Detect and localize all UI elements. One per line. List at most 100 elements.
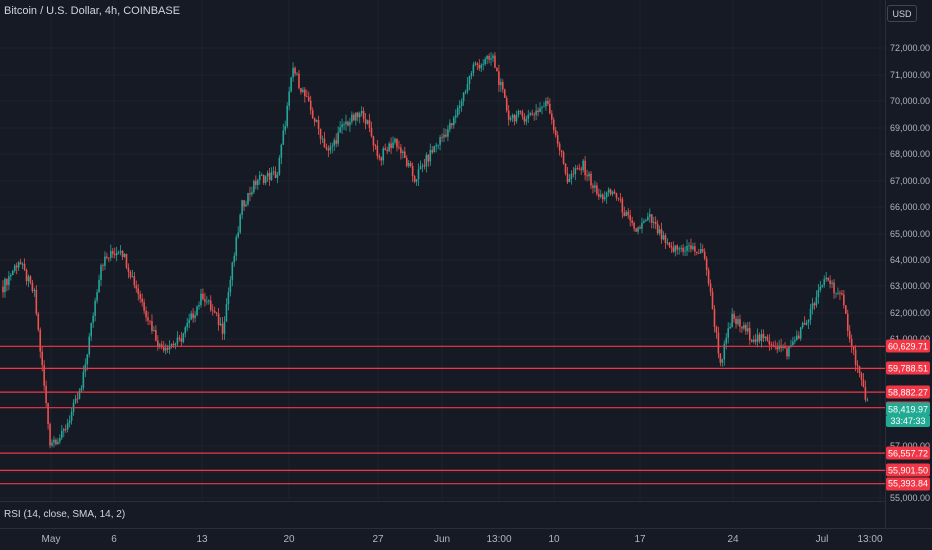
currency-selector[interactable]: USD [887, 5, 917, 22]
candle-body [439, 137, 441, 145]
candle-body [129, 271, 132, 277]
candle-body [568, 178, 571, 183]
candle-body [251, 192, 253, 195]
candle-body [799, 327, 802, 339]
candle-body [739, 319, 741, 327]
candle-body [556, 135, 559, 144]
candle-body [619, 198, 622, 200]
candle-body [488, 55, 490, 60]
candle-body [186, 322, 189, 328]
candle-body [121, 251, 124, 257]
candle-body [33, 289, 36, 291]
candle-body [605, 192, 608, 198]
candle-body [703, 251, 706, 259]
candle-body [635, 228, 637, 232]
candle-body [245, 204, 247, 207]
candle-body [172, 344, 175, 345]
candle-body [453, 117, 455, 126]
candle-body [10, 275, 12, 277]
candle-body [208, 300, 210, 302]
candle-body [345, 121, 347, 125]
candle-body [862, 379, 865, 388]
candle-body [86, 354, 89, 365]
candle-body [705, 258, 708, 271]
candle-body [319, 128, 322, 139]
candle-body [429, 149, 432, 162]
candle-body [262, 175, 265, 183]
candle-body [503, 89, 506, 98]
candle-body [656, 223, 659, 234]
candle-body [296, 73, 298, 75]
candle-body [229, 279, 232, 293]
candle-body [356, 112, 359, 118]
candle-body [39, 329, 42, 352]
candle-body [449, 123, 451, 130]
candle-body [819, 286, 822, 290]
time-axis-label: Jul [815, 534, 829, 545]
candle-body [617, 197, 620, 199]
candle-body [62, 429, 65, 431]
candle-body [735, 318, 737, 325]
candle-body [649, 214, 651, 217]
candle-body [396, 138, 398, 148]
candle-body [206, 301, 208, 303]
candle-body [151, 321, 153, 331]
candle-body [827, 277, 829, 281]
candle-body [113, 253, 116, 256]
rsi-indicator-label[interactable]: RSI (14, close, SMA, 14, 2) [4, 509, 126, 520]
candle-body [300, 88, 302, 92]
candle-body [392, 142, 394, 149]
candle-body [106, 256, 108, 258]
candle-body [231, 262, 234, 280]
candle-body [845, 305, 847, 314]
candle-body [782, 346, 784, 348]
candle-body [409, 163, 412, 167]
candle-body [35, 289, 38, 314]
candle-body [586, 175, 588, 177]
candle-body [588, 173, 590, 177]
candle-body [678, 248, 680, 250]
level-price-label: 58,882.27 [886, 385, 930, 399]
candle-body [125, 253, 128, 268]
candle-body [676, 245, 679, 250]
candle-body [335, 140, 337, 144]
candle-body [119, 251, 122, 253]
candle-body [202, 293, 204, 300]
candle-body [247, 193, 249, 205]
candle-body [235, 236, 238, 256]
candle-body [797, 335, 800, 339]
candle-body [188, 319, 190, 323]
candle-body [19, 262, 22, 265]
candle-body [756, 334, 759, 342]
candle-body [76, 398, 79, 400]
candle-body [47, 403, 49, 425]
candle-body [204, 299, 206, 302]
candle-body [317, 120, 320, 129]
candle-body [580, 168, 582, 170]
candle-body [662, 235, 665, 240]
candle-body [654, 221, 657, 224]
candle-body [727, 328, 729, 338]
candle-body [405, 157, 408, 166]
candle-body [404, 151, 406, 158]
candle-body [480, 64, 483, 69]
candle-body [257, 179, 259, 185]
time-axis-label: 13 [196, 534, 208, 545]
candle-body [498, 71, 500, 86]
candle-body [719, 353, 722, 363]
candle-body [745, 325, 747, 332]
candle-body [135, 285, 138, 289]
rsi-pane-separator[interactable] [0, 501, 885, 502]
candle-body [260, 175, 263, 176]
candle-body [766, 336, 769, 341]
candle-body [90, 322, 92, 337]
candle-body [49, 424, 51, 446]
candle-body [362, 111, 365, 120]
candle-body [674, 245, 677, 252]
candle-body [684, 250, 686, 252]
candle-body [623, 212, 626, 216]
candle-body [145, 310, 147, 318]
time-axis-label: 20 [283, 534, 295, 545]
candle-body [447, 129, 449, 137]
